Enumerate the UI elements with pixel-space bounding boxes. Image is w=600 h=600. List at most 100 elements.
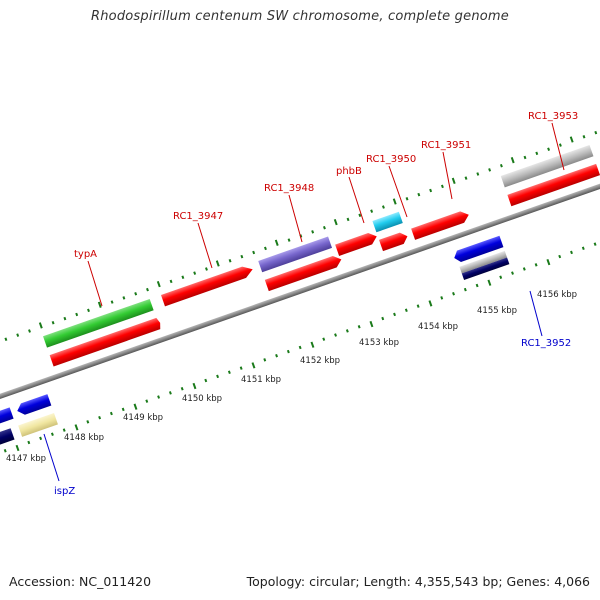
minor-tick — [286, 349, 290, 354]
minor-tick — [168, 391, 172, 395]
scale-label: 4150 kbp — [182, 394, 222, 404]
label-RC1_3947[interactable]: RC1_3947 — [173, 211, 223, 222]
gene-RC1_3950-feature[interactable] — [372, 211, 403, 233]
gene-RC1_3953-feature[interactable] — [500, 144, 594, 188]
scale-label: 4153 kbp — [359, 338, 399, 348]
minor-tick — [204, 378, 208, 383]
minor-tick — [499, 163, 503, 168]
gene-RC1_3952-lower[interactable] — [461, 257, 510, 280]
minor-tick — [51, 320, 55, 325]
cds-ispZ-upstream[interactable] — [15, 394, 52, 417]
outer-scale-line — [4, 130, 598, 341]
major-tick — [369, 320, 374, 328]
minor-tick — [463, 287, 467, 292]
cds-ispZ[interactable] — [0, 407, 14, 428]
topology-length-genes-text: Topology: circular; Length: 4,355,543 bp… — [246, 574, 590, 589]
label-ispZ[interactable]: ispZ — [54, 486, 75, 497]
minor-tick — [122, 296, 126, 300]
minor-tick — [252, 250, 256, 255]
scale-label: 4154 kbp — [418, 322, 458, 332]
minor-tick — [87, 308, 90, 313]
minor-tick — [109, 411, 113, 416]
gene-typA-feature[interactable] — [43, 298, 154, 348]
cds-RC1_3951[interactable] — [411, 209, 471, 240]
major-tick — [15, 444, 20, 452]
minor-tick — [416, 304, 420, 308]
cds-RC1_3952[interactable] — [452, 235, 504, 264]
scale-label: 4147 kbp — [6, 454, 46, 464]
leader-RC1_3948 — [288, 194, 303, 243]
label-RC1_3948[interactable]: RC1_3948 — [264, 183, 314, 194]
minor-tick — [534, 263, 538, 267]
gene-ispZ-feature[interactable] — [18, 412, 58, 437]
gene-left-navy-feature[interactable] — [0, 428, 15, 453]
minor-tick — [157, 395, 161, 399]
leader-RC1_3947 — [197, 222, 213, 269]
minor-tick — [582, 135, 586, 139]
minor-tick — [475, 283, 479, 288]
reverse-cds-row — [0, 235, 510, 453]
leader-typA — [87, 260, 103, 307]
major-tick — [251, 362, 256, 369]
minor-tick — [239, 366, 243, 370]
scale-label: 4148 kbp — [64, 433, 104, 443]
minor-tick — [75, 312, 79, 317]
minor-tick — [393, 312, 396, 317]
major-tick — [156, 280, 161, 288]
minor-tick — [322, 337, 326, 341]
minor-tick — [39, 436, 43, 441]
minor-tick — [50, 432, 54, 436]
minor-tick — [547, 147, 551, 151]
label-RC1_3953[interactable]: RC1_3953 — [528, 111, 578, 122]
label-RC1_3951[interactable]: RC1_3951 — [421, 140, 471, 151]
minor-tick — [205, 267, 208, 271]
minor-tick — [593, 242, 597, 246]
minor-tick — [581, 246, 585, 251]
minor-tick — [405, 197, 409, 201]
major-tick — [392, 198, 397, 205]
minor-tick — [181, 275, 185, 280]
minor-tick — [27, 440, 31, 445]
minor-tick — [86, 420, 90, 424]
cds-RC1_3948[interactable] — [264, 254, 344, 292]
map-title: Rhodospirillum centenum SW chromosome, c… — [91, 9, 509, 24]
minor-tick — [263, 358, 267, 362]
label-phbB[interactable]: phbB — [336, 166, 362, 177]
minor-tick — [28, 329, 31, 333]
leader-RC1_3951 — [442, 151, 453, 200]
cds-phbB[interactable] — [335, 231, 379, 256]
minor-tick — [287, 238, 291, 242]
minor-tick — [193, 271, 197, 275]
cds-typA[interactable] — [49, 317, 163, 367]
accession-text: Accession: NC_011420 — [9, 574, 152, 589]
minor-tick — [264, 246, 267, 251]
label-RC1_3952[interactable]: RC1_3952 — [521, 338, 571, 349]
minor-tick — [476, 172, 480, 176]
minor-tick — [440, 296, 444, 300]
inner-scale-line — [3, 242, 597, 453]
major-tick — [428, 300, 433, 307]
label-RC1_3950[interactable]: RC1_3950 — [366, 154, 416, 165]
cds-RC1_3947[interactable] — [161, 264, 255, 307]
minor-tick — [110, 300, 114, 304]
minor-tick — [357, 325, 361, 329]
major-tick — [192, 382, 197, 390]
major-tick — [310, 341, 315, 348]
minor-tick — [594, 130, 598, 135]
gene-RC1_3948-feature[interactable] — [258, 236, 333, 273]
minor-tick — [488, 168, 492, 172]
leader-ispZ — [43, 433, 60, 482]
minor-tick — [275, 353, 279, 358]
cds-RC1_3950[interactable] — [379, 231, 409, 252]
forward-gene-row — [43, 144, 594, 348]
label-typA[interactable]: typA — [74, 249, 97, 260]
major-tick — [510, 157, 515, 164]
minor-tick — [523, 155, 527, 160]
scale-label: 4149 kbp — [123, 413, 163, 423]
gene-RC1_3952-feature[interactable] — [459, 250, 508, 274]
major-tick — [569, 136, 574, 143]
minor-tick — [298, 345, 302, 350]
cds-RC1_3953[interactable] — [507, 163, 600, 207]
minor-tick — [121, 407, 125, 412]
